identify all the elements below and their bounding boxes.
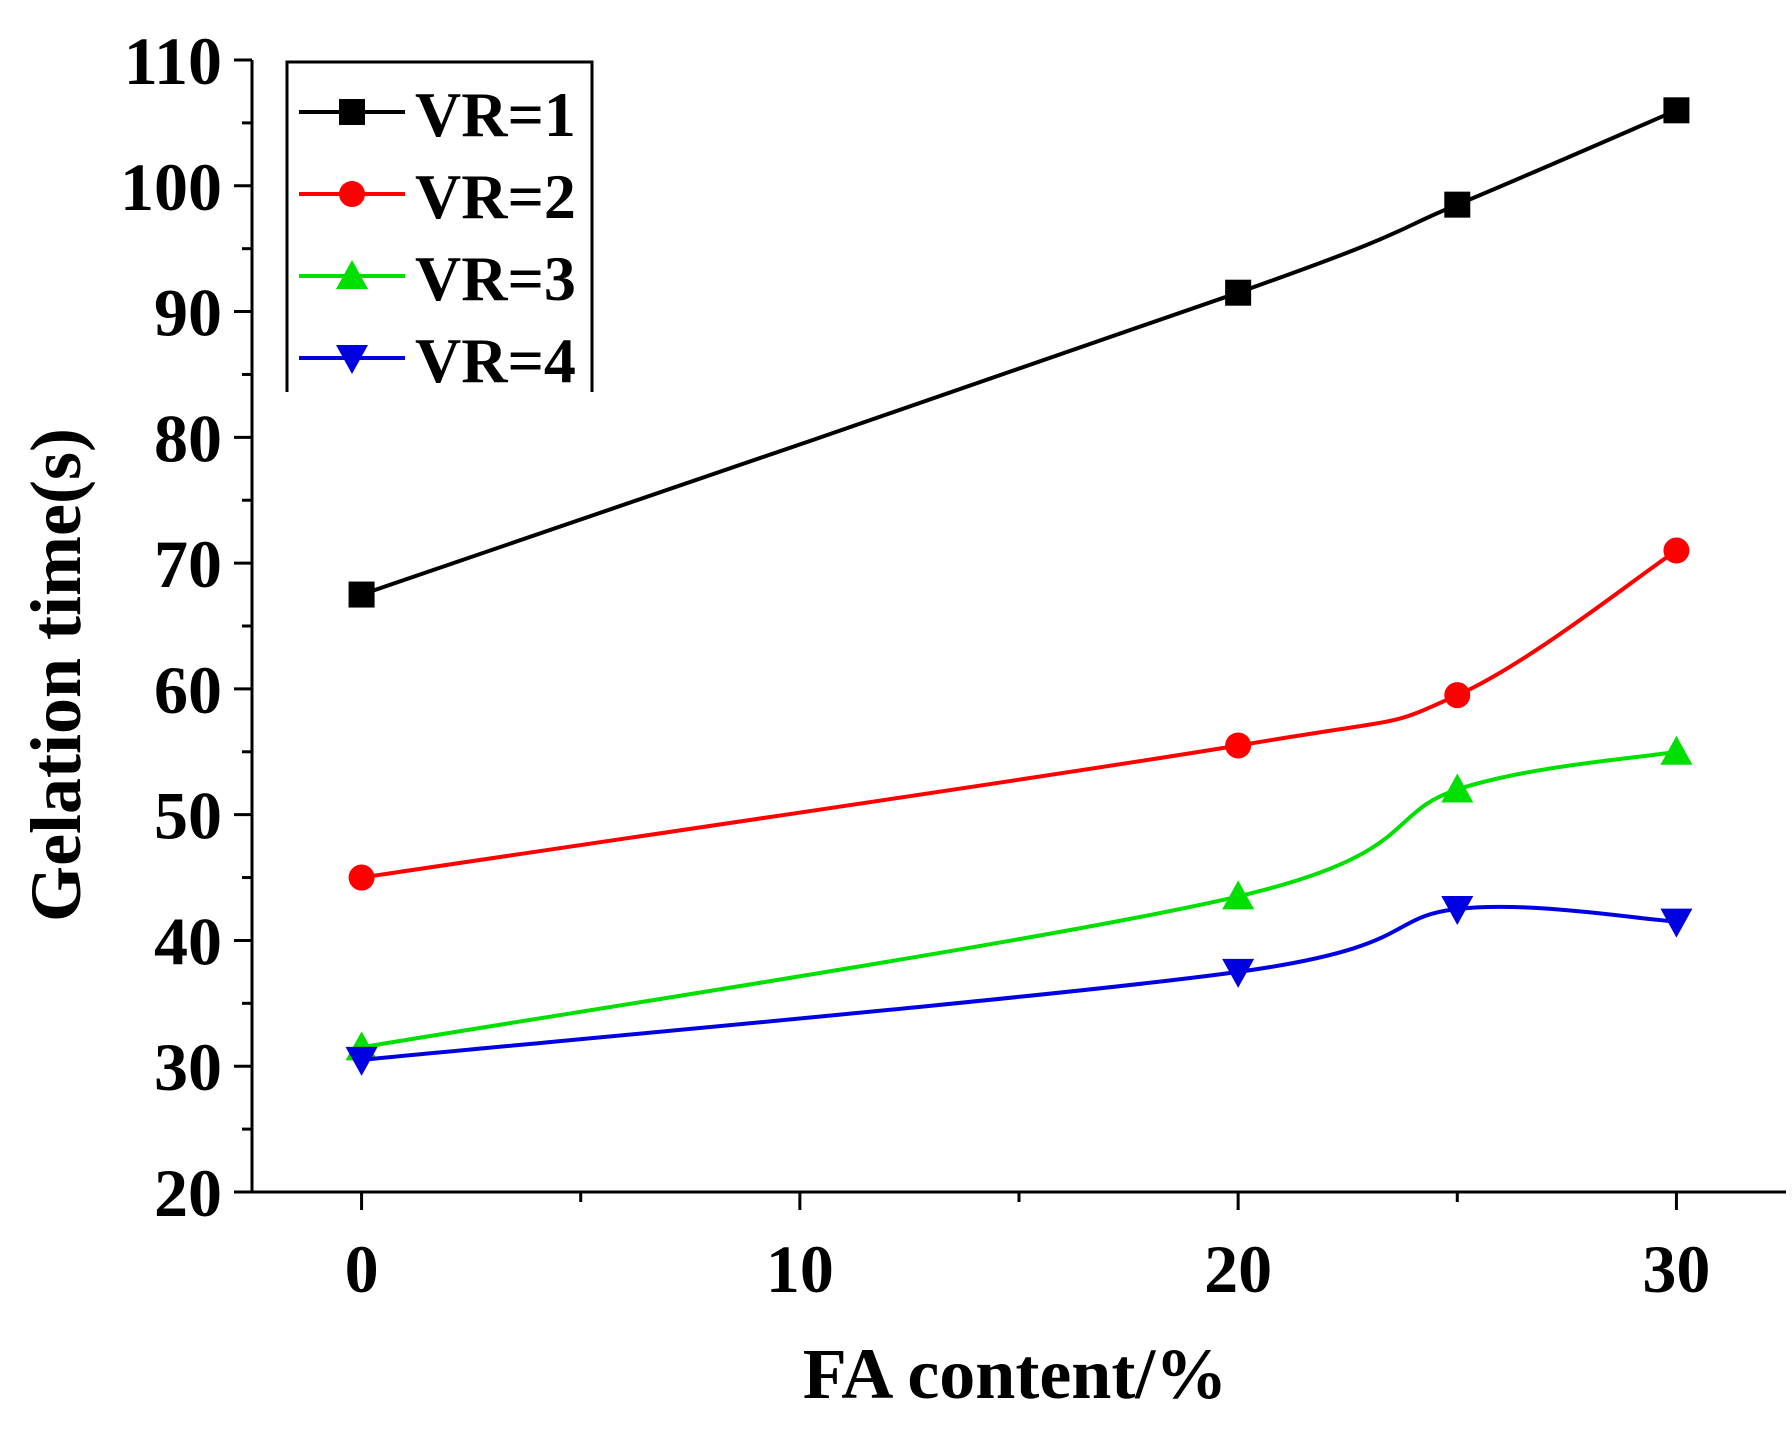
data-point [1660, 735, 1693, 765]
y-tick-label: 100 [120, 149, 222, 225]
y-tick-label: 30 [154, 1029, 222, 1105]
series-line [361, 904, 1677, 1062]
data-point [348, 864, 375, 891]
series-layer [345, 97, 1693, 1076]
data-point [1225, 732, 1252, 759]
x-tick-label: 20 [1204, 1231, 1272, 1307]
x-tick-label: 10 [766, 1231, 834, 1307]
y-tick-label: 20 [154, 1155, 222, 1231]
legend-frame [285, 60, 594, 392]
series-vr-2 [348, 537, 1690, 891]
series-line [361, 548, 1678, 880]
y-tick-label: 90 [154, 275, 222, 351]
data-point [1222, 958, 1255, 988]
data-point [1225, 279, 1252, 306]
series-vr-3 [345, 735, 1693, 1061]
y-axis-label: Gelation time(s) [16, 428, 96, 922]
legend-item: VR=1 [299, 79, 576, 150]
series-line [361, 749, 1677, 1050]
legend-marker [336, 260, 368, 289]
legend-label: VR=3 [415, 243, 576, 314]
data-point [348, 581, 375, 608]
y-tick-label: 110 [124, 23, 222, 99]
legend-label: VR=2 [415, 161, 576, 232]
legend-marker [339, 181, 365, 207]
legend-marker [336, 345, 368, 374]
series-vr-4 [345, 896, 1693, 1076]
legend-marker [339, 99, 365, 125]
x-tick-label: 30 [1642, 1231, 1710, 1307]
y-tick-label: 40 [154, 903, 222, 979]
data-point [1660, 908, 1693, 938]
data-point [1444, 682, 1471, 709]
data-point [1444, 191, 1471, 218]
data-point [1663, 97, 1690, 124]
y-tick-label: 80 [154, 400, 222, 476]
y-tick-label: 70 [154, 526, 222, 602]
axes: 20 30 40 50 60 70 80 90 100 110 0 10 20 30 [120, 23, 1786, 1307]
y-tick-label: 50 [154, 778, 222, 854]
legend: VR=1 VR=2 VR=3 VR=4 [285, 60, 594, 396]
legend-item: VR=4 [299, 325, 576, 396]
data-point [345, 1046, 378, 1076]
data-point [1222, 880, 1255, 910]
legend-item: VR=2 [299, 161, 576, 232]
x-tick-label: 0 [345, 1231, 379, 1307]
y-tick-label: 60 [154, 652, 222, 728]
series-line [360, 108, 1678, 597]
legend-label: VR=1 [415, 79, 576, 150]
data-point [1441, 896, 1474, 925]
legend-item: VR=3 [299, 243, 576, 314]
data-point [1663, 537, 1690, 564]
data-point [1441, 773, 1474, 803]
series-vr-1 [348, 97, 1690, 608]
x-axis-label: FA content/% [803, 1334, 1228, 1414]
legend-label: VR=4 [415, 325, 576, 396]
